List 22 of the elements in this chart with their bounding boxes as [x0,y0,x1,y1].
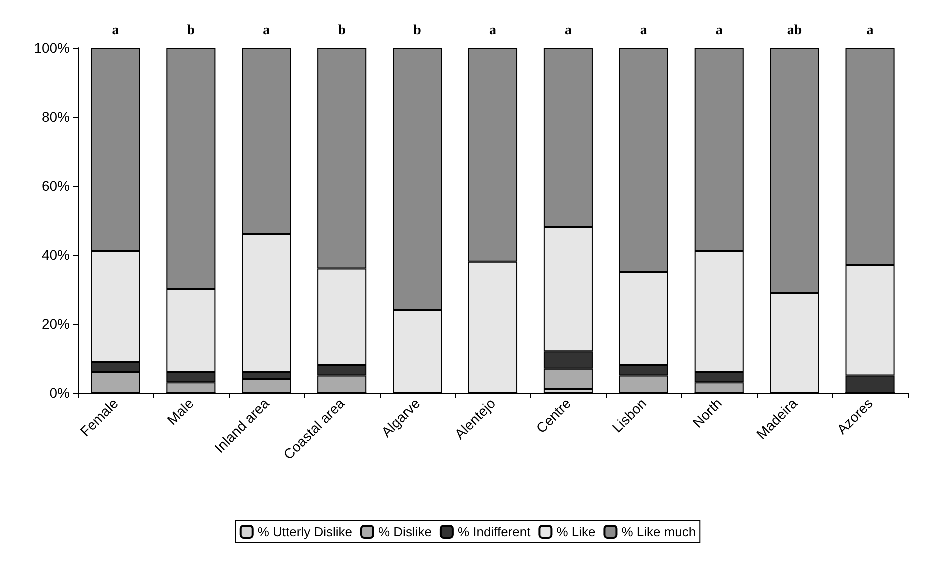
annotation: a [640,24,648,38]
y-tick-label: 60% [42,178,70,194]
legend-label: % Indifferent [458,524,532,540]
y-tick-label: 0% [50,385,70,401]
annotation: a [112,24,120,38]
annotation: b [187,24,196,38]
legend-label: % Like much [622,524,696,540]
annotation: b [338,24,346,38]
legend-label: % Like [556,524,596,540]
annotation: ab [787,24,802,38]
legend-label: % Utterly Dislike [258,524,352,540]
y-tick-label: 80% [42,109,70,125]
y-tick-label: 40% [42,247,70,263]
annotation: b [414,24,422,38]
annotation: a [564,24,572,38]
y-tick-label: 100% [34,40,70,56]
annotation: a [716,24,723,38]
annotation: a [490,24,496,38]
annotation: a [263,24,270,38]
legend-label: % Dislike [378,524,432,540]
annotation: a [866,24,874,38]
y-tick-label: 20% [42,316,70,332]
